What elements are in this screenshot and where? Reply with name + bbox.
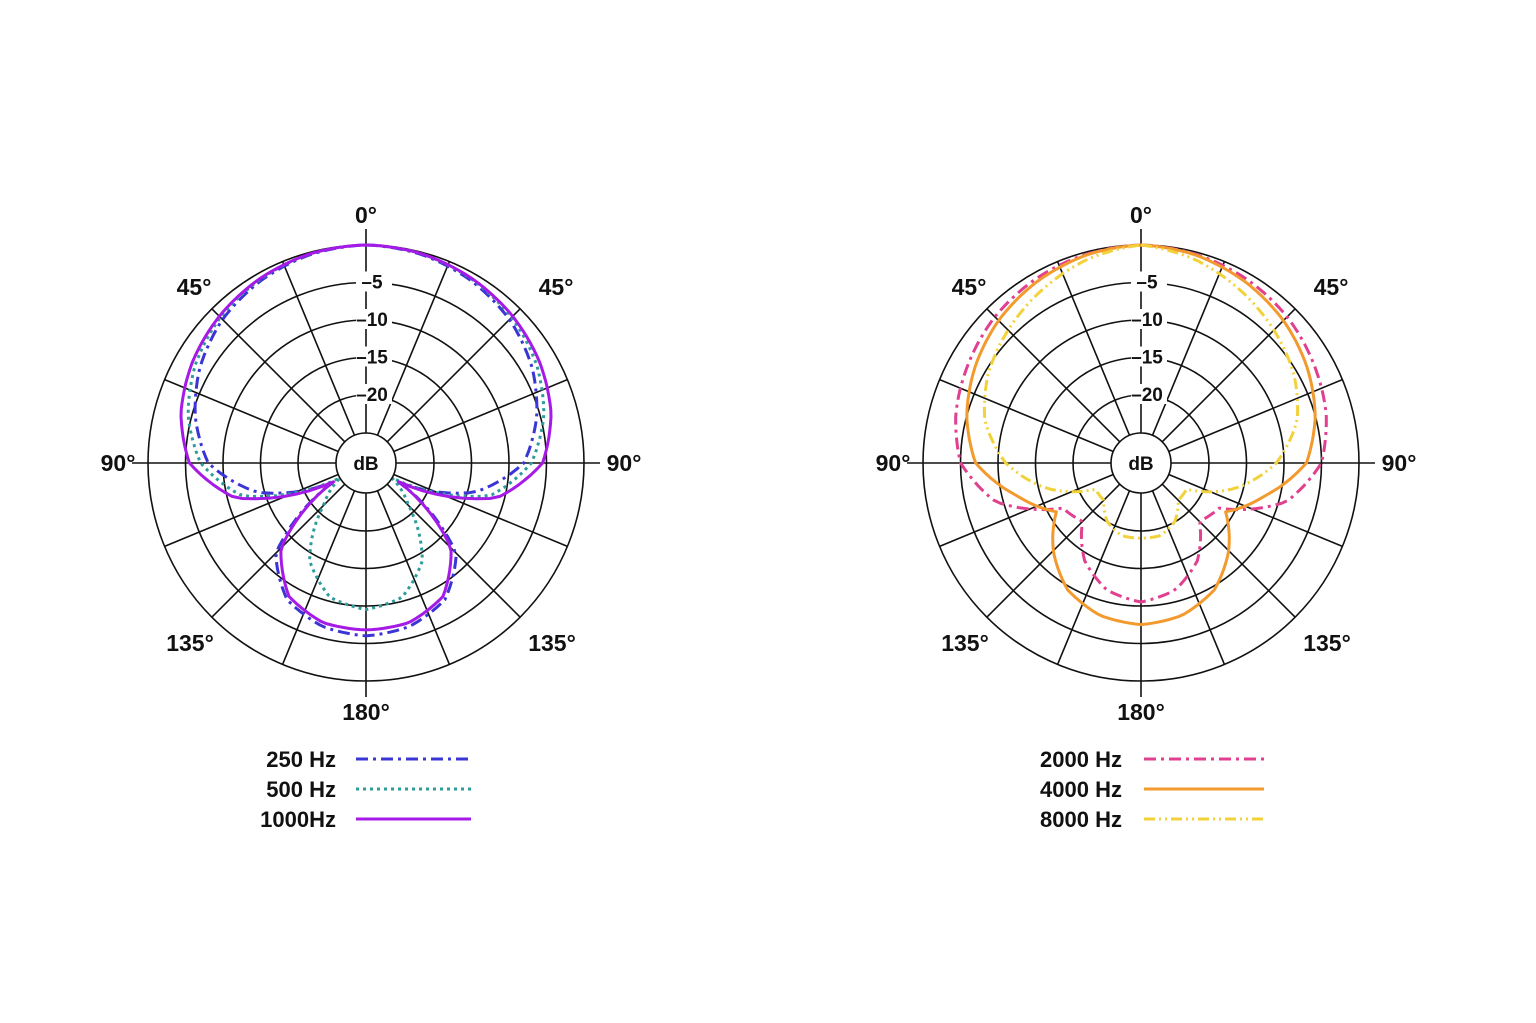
angle-label-front-left: 45° [952,274,987,300]
legend-label: 250 Hz [266,747,336,772]
grid-spoke [211,483,346,618]
grid-spoke [386,308,521,443]
legend-label: 1000Hz [260,807,336,832]
series-curve-4000hz [965,243,1317,627]
grid-spoke [376,261,451,436]
db-tick-label: –20 [1131,385,1163,406]
angle-label-back-right: 135° [1303,630,1351,656]
legend: 2000 Hz 4000 Hz 8000 Hz [1040,747,1264,832]
angle-label-left: 90° [876,450,911,476]
legend-label: 2000 Hz [1040,747,1122,772]
grid-spoke [1056,490,1131,665]
legend: 250 Hz 500 Hz 1000Hz [260,747,471,832]
grid-spokes [132,229,600,697]
db-tick-label: –15 [356,348,388,369]
grid-spoke [1151,261,1226,436]
polar-chart-right: dB –5 –10 –15 –20 0° 45° 45° 90° 90° 135° 135° 180° 2… [876,202,1417,832]
db-hub [335,432,397,494]
grid-spoke [393,473,568,548]
grid-spoke [1151,490,1226,665]
grid-spoke [1168,473,1343,548]
grid-spoke [211,308,346,443]
angle-label-right: 90° [607,450,642,476]
series-curve-250hz [193,243,539,638]
angle-label-front: 0° [355,202,377,228]
grid-spoke [164,378,339,453]
series-curve-8000hz [982,243,1300,540]
angle-label-back-right: 135° [528,630,576,656]
angle-label-back: 180° [342,699,390,725]
db-tick-bg [356,346,392,367]
db-tick-label: –10 [1131,310,1163,331]
db-hub [1110,432,1172,494]
angle-label-back: 180° [1117,699,1165,725]
grid-spoke [281,261,356,436]
grid-spokes [907,229,1375,697]
angle-label-front-right: 45° [1314,274,1349,300]
db-tick-label: –20 [356,385,388,406]
legend-label: 4000 Hz [1040,777,1122,802]
radial-unit-label: dB [1128,454,1153,475]
grid-spoke [393,378,568,453]
legend-label: 500 Hz [266,777,336,802]
angle-label-front: 0° [1130,202,1152,228]
series-curve-2000hz [954,243,1328,604]
grid-spoke [376,490,451,665]
polar-chart-left: dB–5–10–15–200°45° 45°90° 90°135° 135°180°2… [101,202,642,832]
legend-label: 8000 Hz [1040,807,1122,832]
db-tick-label: –5 [1136,273,1158,294]
angle-label-back-left: 135° [166,630,214,656]
angle-label-right: 90° [1382,450,1417,476]
db-tick-bg [1131,346,1167,367]
angle-label-left: 90° [101,450,136,476]
grid-spoke [1056,261,1131,436]
db-tick-label: –15 [1131,348,1163,369]
angle-label-front-right: 45° [539,274,574,300]
db-tick-bg [1131,384,1167,404]
db-tick-label: –5 [361,273,383,294]
angle-label-front-left: 45° [177,274,212,300]
grid-spoke [986,308,1121,443]
grid-spoke [939,473,1114,548]
grid-spoke [164,473,339,548]
db-tick-bg [1131,309,1167,329]
db-tick-bg [356,309,392,329]
db-tick-bg [1131,271,1167,292]
series-curve-1000hz [179,243,553,632]
angle-label-back-left: 135° [941,630,989,656]
grid-spoke [1161,308,1296,443]
radial-unit-label: dB [353,454,378,475]
db-tick-bg [356,271,392,292]
db-tick-label: –10 [356,310,388,331]
series-curve-500hz [186,243,546,612]
db-tick-bg [356,384,392,404]
